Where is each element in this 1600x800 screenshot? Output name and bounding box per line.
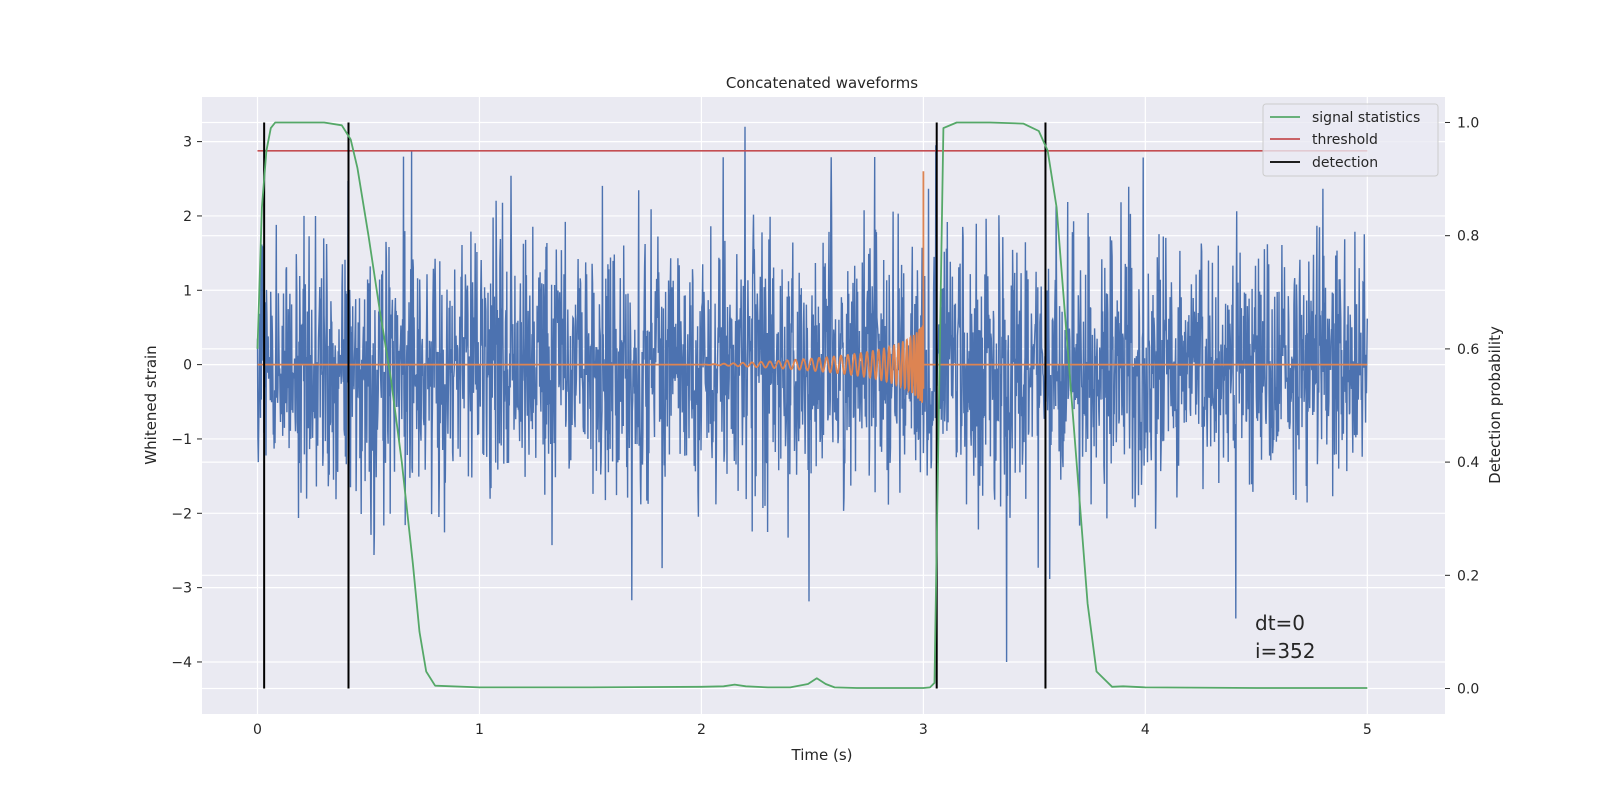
ticks: 0 1 2 3 4 5 3 2 1 0 −1 −2 −3 −4 1.0 0.8 0.6 0.4 0.2 0.0	[171, 115, 1479, 738]
y-tick-label-left: −1	[171, 432, 192, 448]
y-tick-label-left: 2	[183, 209, 192, 225]
y-tick-label-right: 1.0	[1457, 115, 1479, 131]
noise-series	[256, 126, 1369, 663]
y-tick-label-left: 3	[183, 135, 192, 151]
x-axis-label: Time (s)	[791, 746, 853, 764]
legend-label-signal-statistics: signal statistics	[1312, 110, 1420, 126]
y-axis-label-left: Whitened strain	[142, 345, 160, 464]
y-tick-label-left: −3	[171, 581, 192, 597]
legend-label-detection: detection	[1312, 155, 1378, 171]
x-tick-label: 1	[475, 722, 484, 738]
legend-label-threshold: threshold	[1312, 132, 1378, 148]
y-tick-label-right: 0.0	[1457, 682, 1479, 698]
x-tick-label: 2	[697, 722, 706, 738]
x-tick-label: 5	[1363, 722, 1372, 738]
legend: signal statistics threshold detection	[1262, 103, 1439, 177]
y-tick-label-right: 0.4	[1457, 455, 1479, 471]
annotation-dt: dt=0	[1255, 611, 1305, 635]
legend-box	[1262, 103, 1439, 177]
y-tick-label-left: −2	[171, 506, 192, 522]
y-tick-label-left: 0	[183, 358, 192, 374]
chirp-series	[257, 171, 1368, 403]
y-tick-label-left: 1	[183, 283, 192, 299]
y-tick-label-right: 0.6	[1457, 342, 1479, 358]
y-tick-label-left: −4	[171, 655, 192, 671]
x-tick-label: 3	[919, 722, 928, 738]
y-tick-label-right: 0.8	[1457, 229, 1479, 245]
y-tick-label-right: 0.2	[1457, 568, 1479, 584]
y-axis-label-right: Detection probability	[1486, 326, 1504, 484]
x-tick-label: 0	[253, 722, 262, 738]
chart-title: Concatenated waveforms	[726, 74, 918, 92]
chirp-layer	[257, 171, 1368, 403]
signal-statistics-line	[256, 121, 1368, 689]
annotation-i: i=352	[1255, 639, 1316, 663]
x-tick-label: 4	[1141, 722, 1150, 738]
right-axis-layer	[256, 121, 1368, 689]
noise-layer	[256, 126, 1369, 663]
